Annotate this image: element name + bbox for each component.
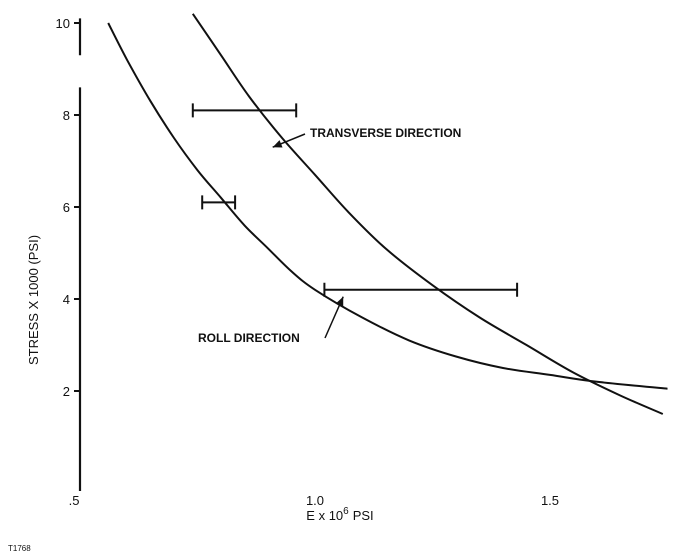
transverse-direction-curve	[191, 13, 664, 415]
figure-id: T1768	[8, 544, 31, 553]
annotations: TRANSVERSE DIRECTION ROLL DIRECTION	[198, 126, 461, 345]
range-bar	[191, 103, 298, 118]
range-bars	[191, 103, 519, 297]
x-axis-ticks: .5 1.0 1.5	[69, 493, 559, 508]
y-tick-label: 10	[56, 16, 70, 31]
plot-area: 2 4 6 8 10 .5 1.0 1.5 TRANSVERSE DIRECTION ROLL…	[56, 13, 668, 508]
arrowhead	[272, 140, 283, 148]
range-bar-line	[191, 103, 298, 118]
y-tick-label: 2	[63, 384, 70, 399]
arrowhead	[335, 296, 344, 307]
x-tick-label: .5	[69, 493, 80, 508]
range-bar	[201, 195, 237, 210]
y-axis-ticks: 2 4 6 8 10	[56, 16, 80, 399]
x-axis-title-base: E x 10	[306, 508, 343, 523]
x-axis-title: E x 106 PSI	[306, 506, 373, 523]
y-axis-title: STRESS X 1000 (PSI)	[26, 235, 41, 365]
series-layer	[107, 13, 668, 415]
x-axis-title-unit: PSI	[353, 508, 374, 523]
range-bar	[323, 282, 519, 297]
annotation-text: TRANSVERSE DIRECTION	[310, 126, 461, 140]
y-tick-label: 4	[63, 292, 70, 307]
range-bar-line	[323, 282, 519, 297]
transverse-direction-label: TRANSVERSE DIRECTION	[272, 126, 461, 148]
y-tick-label: 8	[63, 108, 70, 123]
y-tick-label: 6	[63, 200, 70, 215]
range-bar-line	[201, 195, 237, 210]
x-tick-label: 1.0	[306, 493, 324, 508]
roll-direction-label: ROLL DIRECTION	[198, 296, 344, 345]
annotation-text: ROLL DIRECTION	[198, 331, 300, 345]
x-axis-title-exponent: 6	[343, 506, 349, 517]
x-tick-label: 1.5	[541, 493, 559, 508]
roll-direction-curve	[107, 22, 668, 390]
